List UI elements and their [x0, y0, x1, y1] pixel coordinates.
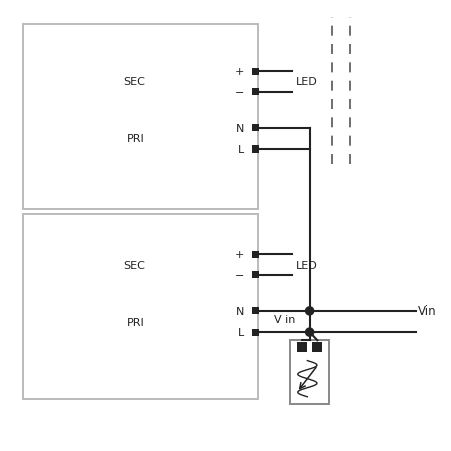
Bar	[23, 214, 257, 399]
Bar	[251, 89, 258, 96]
Bar	[312, 342, 322, 352]
Text: +: +	[234, 250, 244, 260]
Text: SEC: SEC	[123, 77, 144, 87]
Circle shape	[305, 328, 313, 336]
Text: L: L	[237, 145, 244, 155]
Bar	[23, 25, 257, 210]
Text: LED: LED	[295, 77, 317, 87]
Bar	[290, 341, 328, 404]
Text: PRI: PRI	[127, 317, 144, 327]
Bar	[251, 308, 258, 315]
Text: +: +	[234, 67, 244, 77]
Text: V in: V in	[273, 314, 295, 324]
Text: N: N	[235, 306, 244, 316]
Text: Vin: Vin	[417, 305, 436, 318]
Bar	[251, 125, 258, 132]
Bar	[251, 251, 258, 258]
Text: L: L	[237, 327, 244, 337]
Bar	[296, 342, 306, 352]
Bar	[251, 69, 258, 76]
Circle shape	[305, 307, 313, 315]
Text: N: N	[235, 124, 244, 133]
Bar	[251, 329, 258, 336]
Text: SEC: SEC	[123, 260, 144, 270]
Text: −: −	[234, 87, 244, 97]
Bar	[251, 272, 258, 279]
Text: −: −	[234, 270, 244, 280]
Text: LED: LED	[295, 260, 317, 270]
Text: PRI: PRI	[127, 134, 144, 144]
Bar	[251, 146, 258, 153]
